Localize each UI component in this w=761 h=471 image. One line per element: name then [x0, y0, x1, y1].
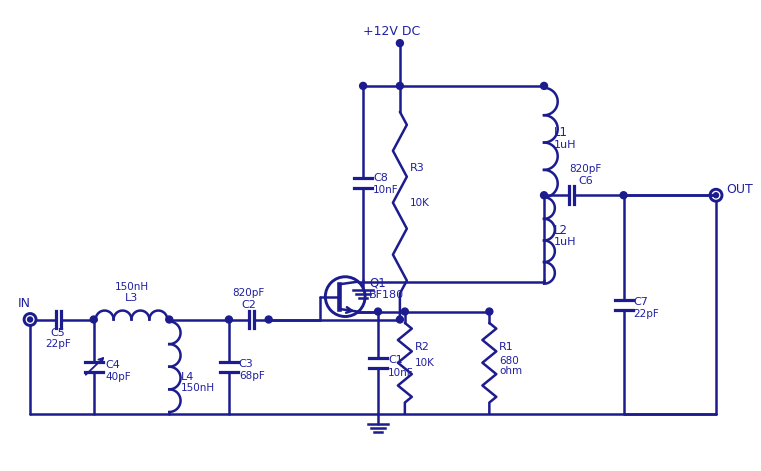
Circle shape	[91, 316, 97, 323]
Text: 1uH: 1uH	[554, 237, 577, 247]
Text: L1: L1	[554, 126, 568, 139]
Text: 22pF: 22pF	[633, 309, 659, 318]
Circle shape	[265, 316, 272, 323]
Text: +12V DC: +12V DC	[363, 24, 421, 38]
Circle shape	[374, 308, 381, 315]
Text: C2: C2	[241, 300, 256, 309]
Circle shape	[225, 316, 232, 323]
Circle shape	[540, 192, 547, 199]
Text: 150nH: 150nH	[114, 282, 148, 292]
Circle shape	[714, 193, 718, 198]
Circle shape	[486, 308, 493, 315]
Text: 68pF: 68pF	[239, 371, 265, 381]
Text: R3: R3	[410, 162, 425, 173]
Text: 150nH: 150nH	[181, 382, 215, 393]
Text: BF180: BF180	[369, 290, 404, 300]
Text: Q1: Q1	[369, 276, 386, 289]
Text: R1: R1	[499, 342, 514, 352]
Text: C1: C1	[388, 355, 403, 365]
Text: C3: C3	[239, 359, 253, 369]
Text: C8: C8	[373, 173, 388, 183]
Text: L3: L3	[125, 292, 138, 303]
Text: 10K: 10K	[415, 358, 435, 368]
Circle shape	[27, 317, 33, 322]
Circle shape	[620, 192, 627, 199]
Text: ohm: ohm	[499, 366, 522, 376]
Text: C7: C7	[633, 297, 648, 307]
Text: C4: C4	[106, 360, 120, 370]
Circle shape	[396, 40, 403, 47]
Text: 680: 680	[499, 356, 519, 365]
Circle shape	[166, 316, 173, 323]
Circle shape	[401, 308, 409, 315]
Text: 10nF: 10nF	[388, 368, 413, 378]
Text: 1uH: 1uH	[554, 139, 577, 149]
Text: IN: IN	[18, 297, 30, 310]
Circle shape	[396, 316, 403, 323]
Text: 40pF: 40pF	[106, 372, 131, 382]
Text: C6: C6	[578, 176, 593, 187]
Text: L4: L4	[181, 372, 195, 382]
Text: 10K: 10K	[410, 198, 430, 208]
Circle shape	[540, 82, 547, 89]
Text: C5: C5	[50, 328, 65, 339]
Text: 820pF: 820pF	[570, 164, 602, 174]
Text: R2: R2	[415, 342, 430, 352]
Text: 820pF: 820pF	[233, 288, 265, 298]
Circle shape	[396, 82, 403, 89]
Text: OUT: OUT	[726, 183, 753, 196]
Text: 10nF: 10nF	[373, 185, 399, 195]
Text: 22pF: 22pF	[45, 339, 71, 349]
Text: L2: L2	[554, 224, 568, 236]
Circle shape	[360, 82, 367, 89]
